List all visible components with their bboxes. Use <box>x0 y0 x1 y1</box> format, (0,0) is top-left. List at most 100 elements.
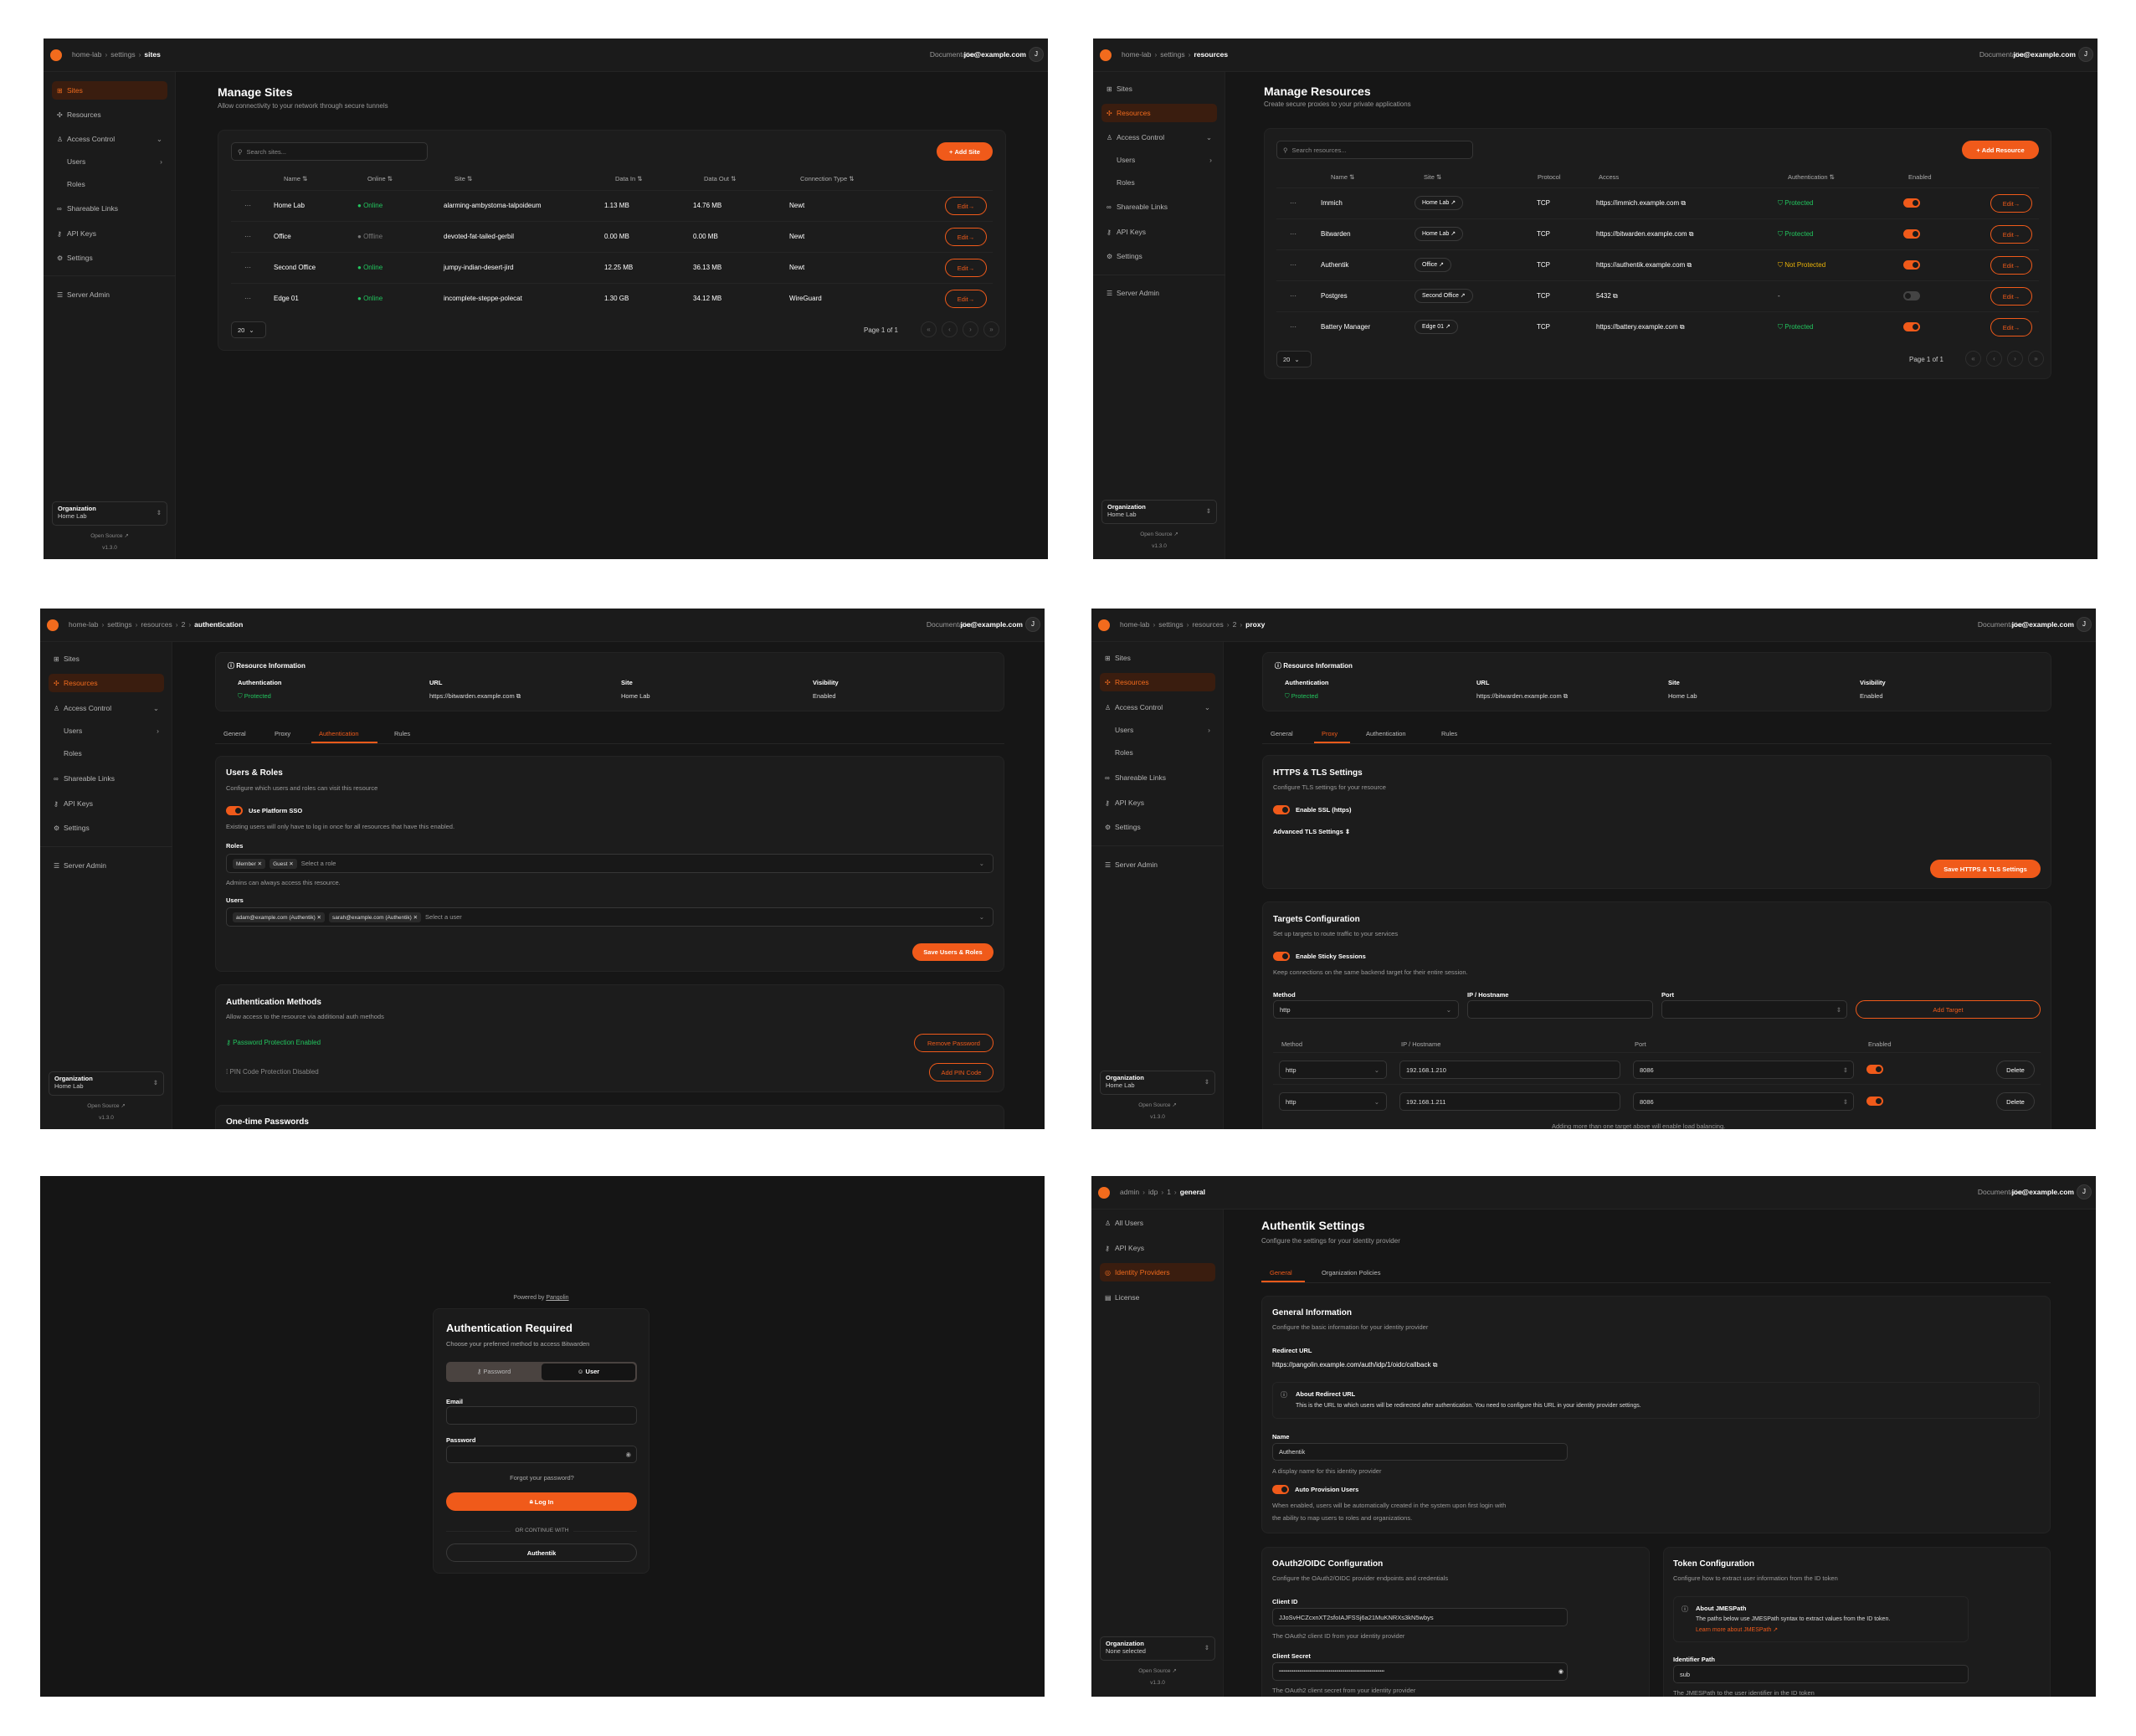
open-source-link[interactable]: Open Source ↗ <box>1091 1667 1224 1674</box>
column-header[interactable]: Name ⇅ <box>284 175 307 182</box>
tab-organization-policies[interactable]: Organization Policies <box>1322 1269 1381 1276</box>
sidebar-item-settings[interactable]: ⚙ Settings <box>49 819 164 837</box>
edit-button[interactable]: Edit → <box>945 290 987 308</box>
pagination-next-button[interactable]: › <box>2007 351 2023 367</box>
documentation-link[interactable]: Documentation <box>929 50 978 59</box>
edit-button[interactable]: Edit → <box>945 259 987 277</box>
target-method-select[interactable]: http ⌄ <box>1279 1061 1387 1079</box>
column-header[interactable]: Data Out ⇅ <box>704 175 736 182</box>
organization-selector[interactable]: Organization Home Lab ⇕ <box>52 501 167 526</box>
user-menu[interactable]: joe@example.com <box>960 620 1023 629</box>
documentation-link[interactable]: Documentation <box>1977 1188 2026 1196</box>
user-menu[interactable]: joe@example.com <box>2013 50 2076 59</box>
enable-ssl-toggle[interactable] <box>1273 805 1290 814</box>
pagination-last-button[interactable]: » <box>983 321 999 337</box>
sidebar-item-roles[interactable]: Roles <box>52 175 167 193</box>
edit-button[interactable]: Edit → <box>1990 287 2032 306</box>
user-chip[interactable]: adam@example.com (Authentik) ✕ <box>233 912 326 922</box>
name-input[interactable]: Authentik <box>1272 1443 1568 1461</box>
sidebar-item-server-admin[interactable]: ☰ Server Admin <box>52 285 167 304</box>
remove-password-button[interactable]: Remove Password <box>914 1034 994 1052</box>
sidebar-item-api-keys[interactable]: ⚷ API Keys <box>1101 223 1217 241</box>
tab-authentication[interactable]: Authentication <box>1366 730 1406 737</box>
pangolin-logo[interactable] <box>47 619 59 631</box>
sticky-sessions-toggle[interactable] <box>1273 952 1290 961</box>
jmespath-link[interactable]: Learn more about JMESPath ↗ <box>1696 1626 1778 1633</box>
sidebar-item-settings[interactable]: ⚙ Settings <box>52 249 167 267</box>
sidebar-item-roles[interactable]: Roles <box>49 744 164 763</box>
tab-rules[interactable]: Rules <box>394 730 411 737</box>
identifier-path-input[interactable]: sub <box>1673 1665 1969 1683</box>
enabled-toggle[interactable] <box>1903 229 1920 239</box>
client-secret-input[interactable]: ••••••••••••••••••••••••••••••••••••••••… <box>1272 1662 1568 1681</box>
site-link[interactable]: Office ↗ <box>1415 258 1451 272</box>
add-pin-button[interactable]: Add PIN Code <box>929 1063 994 1081</box>
target-ip-input[interactable]: 192.168.1.211 <box>1399 1092 1620 1111</box>
site-link[interactable]: Edge 01 ↗ <box>1415 320 1458 334</box>
sidebar-item-resources[interactable]: ✣ Resources <box>1100 673 1215 691</box>
breadcrumb-item[interactable]: settings <box>107 620 132 629</box>
open-source-link[interactable]: Open Source ↗ <box>1091 1102 1224 1108</box>
roles-select[interactable]: Member ✕ Guest ✕ Select a role ⌄ <box>226 854 994 873</box>
enabled-toggle[interactable] <box>1903 322 1920 331</box>
breadcrumb-item[interactable]: home-lab <box>1122 50 1152 59</box>
breadcrumb-item[interactable]: idp <box>1148 1188 1158 1196</box>
client-id-input[interactable]: JJoSvHCZcxnXT2sfoIAJFSSj6a21MuKNRXs3kN5w… <box>1272 1608 1568 1626</box>
delete-target-button[interactable]: Delete <box>1996 1061 2035 1079</box>
breadcrumb-item[interactable]: 2 <box>1232 620 1237 629</box>
sidebar-item-sites[interactable]: ⊞ Sites <box>49 650 164 668</box>
copy-icon[interactable]: ⧉ <box>1432 1361 1438 1369</box>
breadcrumb-item[interactable]: 1 <box>1167 1188 1171 1196</box>
sidebar-item-api-keys[interactable]: ⚷ API Keys <box>1100 1239 1215 1257</box>
row-actions-icon[interactable]: ··· <box>1290 199 1296 207</box>
sidebar-item-shareable-links[interactable]: ∞ Shareable Links <box>1101 198 1217 216</box>
stepper-icon[interactable]: ⇕ <box>1836 1005 1841 1014</box>
row-actions-icon[interactable]: ··· <box>1290 292 1296 300</box>
column-header[interactable]: Connection Type ⇅ <box>800 175 855 182</box>
sidebar-item-users[interactable]: Users › <box>49 722 164 740</box>
sidebar-item-sites[interactable]: ⊞ Sites <box>52 81 167 100</box>
documentation-link[interactable]: Documentation <box>1979 50 2027 59</box>
edit-button[interactable]: Edit → <box>1990 225 2032 244</box>
sidebar-item-roles[interactable]: Roles <box>1100 743 1215 762</box>
open-source-link[interactable]: Open Source ↗ <box>44 532 176 539</box>
password-tab[interactable]: ⚷ Password <box>446 1362 542 1382</box>
edit-button[interactable]: Edit → <box>1990 194 2032 213</box>
user-menu[interactable]: joe@example.com <box>963 50 1026 59</box>
column-header[interactable]: Site ⇅ <box>454 175 472 182</box>
edit-button[interactable]: Edit → <box>945 228 987 246</box>
pagination-prev-button[interactable]: ‹ <box>1986 351 2002 367</box>
target-enabled-toggle[interactable] <box>1866 1097 1883 1106</box>
column-header[interactable]: Online ⇅ <box>367 175 393 182</box>
user-chip[interactable]: sarah@example.com (Authentik) ✕ <box>329 912 422 922</box>
user-menu[interactable]: joe@example.com <box>2011 620 2074 629</box>
enabled-toggle[interactable] <box>1903 291 1920 300</box>
user-menu[interactable]: joe@example.com <box>2011 1188 2074 1196</box>
page-size-select[interactable]: 20 ⌄ <box>231 321 266 338</box>
save-users-roles-button[interactable]: Save Users & Roles <box>912 943 994 961</box>
tab-general[interactable]: General <box>1270 1269 1292 1276</box>
avatar[interactable]: J <box>1025 617 1040 632</box>
documentation-link[interactable]: Documentation <box>926 620 974 629</box>
row-actions-icon[interactable]: ··· <box>1290 261 1296 269</box>
copy-icon[interactable]: ⧉ <box>514 692 521 700</box>
pagination-last-button[interactable]: » <box>2028 351 2044 367</box>
ip-input[interactable] <box>1467 1000 1653 1019</box>
sidebar-item-server-admin[interactable]: ☰ Server Admin <box>1100 855 1215 874</box>
avatar[interactable]: J <box>1029 47 1044 62</box>
sidebar-item-identity-providers[interactable]: ◎ Identity Providers <box>1100 1263 1215 1281</box>
users-select[interactable]: adam@example.com (Authentik) ✕ sarah@exa… <box>226 907 994 927</box>
edit-button[interactable]: Edit → <box>1990 318 2032 336</box>
password-input[interactable]: ◉ <box>446 1446 637 1463</box>
add-target-button[interactable]: Add Target <box>1856 1000 2041 1019</box>
row-actions-icon[interactable]: ··· <box>1290 230 1296 238</box>
delete-target-button[interactable]: Delete <box>1996 1092 2035 1111</box>
target-method-select[interactable]: http ⌄ <box>1279 1092 1387 1111</box>
copy-icon[interactable]: ⧉ <box>1677 323 1685 331</box>
stepper-icon[interactable]: ⇕ <box>1842 1066 1848 1074</box>
pangolin-logo[interactable] <box>50 49 62 61</box>
breadcrumb-item[interactable]: settings <box>1158 620 1184 629</box>
sidebar-item-sites[interactable]: ⊞ Sites <box>1100 649 1215 667</box>
site-link[interactable]: Home Lab ↗ <box>1415 196 1464 210</box>
open-source-link[interactable]: Open Source ↗ <box>40 1102 172 1109</box>
